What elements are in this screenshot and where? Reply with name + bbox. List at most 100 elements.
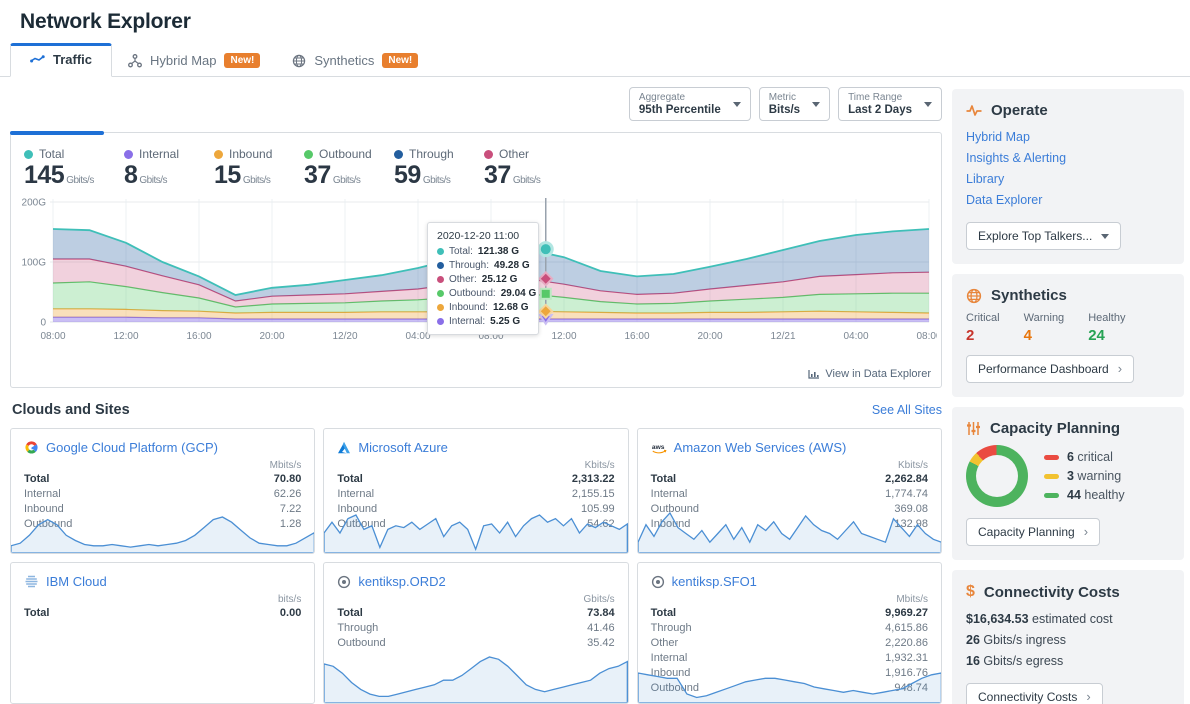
- azure-icon: [337, 441, 351, 454]
- metric-label: Total: [337, 473, 363, 485]
- site-card-unit: bits/s: [277, 594, 302, 605]
- operate-title: Operate: [966, 102, 1170, 119]
- series-value: 15 Gbits/s: [214, 161, 271, 189]
- svg-text:0: 0: [40, 318, 46, 329]
- series-color-dot: [124, 149, 133, 159]
- legend-item-top: Through: [394, 147, 474, 161]
- svg-text:aws: aws: [652, 443, 665, 450]
- active-subtab-indicator: [10, 131, 104, 135]
- legend-item-top: Total: [24, 147, 114, 161]
- network-explorer-page: Network Explorer Traffic Hybrid Map New! Sy…: [0, 10, 1190, 704]
- operate-link-hybrid-map[interactable]: Hybrid Map: [966, 130, 1030, 144]
- site-card-link[interactable]: Google Cloud Platform (GCP): [11, 429, 314, 457]
- operate-link-data-explorer[interactable]: Data Explorer: [966, 193, 1043, 207]
- svg-text:08:00: 08:00: [916, 331, 937, 342]
- view-in-data-explorer-link[interactable]: View in Data Explorer: [808, 368, 931, 380]
- metric-label: Total: [650, 607, 677, 619]
- dollar-icon: $: [966, 583, 975, 600]
- metric-label: Internal: [337, 488, 375, 500]
- main-content: Aggregate 95th Percentile Metric Bits/s Time…: [0, 77, 1190, 704]
- series-color-dot: [437, 262, 444, 269]
- operate-link-insights-alerting[interactable]: Insights & Alerting: [966, 151, 1067, 165]
- chevron-down-icon: [732, 101, 741, 107]
- costs-title: $ Connectivity Costs: [966, 583, 1120, 601]
- svg-text:04:00: 04:00: [843, 331, 868, 342]
- metric-value: 1.28: [279, 518, 302, 530]
- globe-icon: [966, 288, 982, 304]
- svg-text:08:00: 08:00: [478, 331, 503, 342]
- series-label: Inbound: [229, 147, 273, 161]
- aggregate-dropdown[interactable]: Aggregate 95th Percentile: [628, 87, 751, 121]
- explore-top-talkers-dropdown[interactable]: Explore Top Talkers...: [966, 222, 1122, 250]
- site-card-link[interactable]: Microsoft Azure: [324, 429, 627, 457]
- capacity-title: Capacity Planning: [966, 420, 1170, 437]
- metric-value: 2,220.86: [885, 637, 928, 649]
- site-card-metrics: Total 9,969.27 Through 4,615.86 Other 2,220.8…: [638, 606, 941, 696]
- metric-label: Outbound: [650, 503, 699, 515]
- metric-value: 105.99: [581, 503, 615, 515]
- traffic-chart[interactable]: 08:00 12:00 16:00 20:00 12/20 04:00 08:00 12:00…: [13, 194, 942, 351]
- tooltip-row: Inbound: 12.68 G: [437, 302, 529, 313]
- series-color-dot: [484, 149, 493, 159]
- dropdown-value: Bits/s: [768, 104, 801, 116]
- metric-value: 2,155.15: [571, 488, 615, 500]
- metric-value: 62.26: [273, 488, 302, 500]
- series-color-dot: [437, 248, 444, 255]
- metric-label: Internal: [650, 488, 688, 500]
- site-card-link[interactable]: kentiksp.SFO1: [638, 563, 941, 591]
- pulse-icon: [966, 104, 982, 117]
- series-unit: Gbits/s: [332, 175, 361, 186]
- site-card-link[interactable]: IBM Cloud: [11, 563, 314, 591]
- connectivity-costs-button[interactable]: Connectivity Costs ›: [966, 683, 1103, 704]
- legend-item-top: Other: [484, 147, 564, 161]
- metric-label: Outbound: [651, 681, 699, 696]
- performance-dashboard-button[interactable]: Performance Dashboard ›: [966, 355, 1135, 383]
- site-sparkline: [637, 669, 941, 703]
- dropdown-label: Time Range: [848, 92, 903, 103]
- cost-line: 26 Gbits/s ingress: [966, 633, 1067, 647]
- time-range-dropdown[interactable]: Time Range Last 2 Days: [838, 87, 942, 121]
- legend-item-other: Other 37 Gbits/s: [484, 147, 564, 190]
- site-card-link[interactable]: kentiksp.ORD2: [324, 563, 627, 591]
- metric-value: 4,615.86: [885, 622, 928, 634]
- tooltip-timestamp: 2020-12-20 11:00: [437, 230, 520, 242]
- operate-link-library[interactable]: Library: [966, 172, 1005, 186]
- synthetics-stat-critical: Critical 2: [966, 312, 1000, 344]
- chevron-down-icon: [1101, 233, 1110, 239]
- metric-value: 35.42: [587, 637, 615, 649]
- svg-text:100G: 100G: [22, 258, 47, 269]
- metric-dropdown[interactable]: Metric Bits/s: [758, 87, 831, 121]
- legend-item-top: Inbound: [214, 147, 294, 161]
- metric-label: Outbound: [337, 637, 386, 649]
- series-value: 8 Gbits/s: [124, 161, 168, 189]
- site-card-name: Microsoft Azure: [358, 440, 448, 455]
- metric-value: 70.80: [273, 473, 302, 485]
- metric-row: Total 2,313.22: [337, 472, 614, 487]
- metric-row: Internal 1,774.74: [651, 487, 928, 502]
- site-card-kentiksp-ord2: kentiksp.ORD2 Gbits/s Total 73.84 Through 41.…: [323, 562, 629, 704]
- hybrid-map-icon: [128, 53, 142, 68]
- see-all-sites-link[interactable]: See All Sites: [871, 403, 942, 417]
- tooltip-label: Other:: [449, 274, 477, 285]
- metric-value: 1,916.76: [885, 667, 928, 679]
- tooltip-label: Inbound:: [449, 302, 488, 313]
- legend-text: 3 warning: [1067, 469, 1122, 483]
- metric-label: Through: [337, 622, 379, 634]
- capacity-planning-button[interactable]: Capacity Planning ›: [966, 518, 1101, 546]
- tab-bar: Traffic Hybrid Map New! Synthetics New!: [0, 43, 1190, 77]
- metric-row: Inbound 7.22: [24, 502, 301, 517]
- site-card-unit: Gbits/s: [583, 594, 615, 605]
- tab-synthetics[interactable]: Synthetics New!: [276, 45, 434, 76]
- tab-traffic[interactable]: Traffic: [10, 43, 113, 77]
- series-value: 37 Gbits/s: [484, 161, 541, 189]
- metric-value: 0.00: [279, 607, 302, 619]
- tooltip-label: Total:: [449, 246, 473, 257]
- site-card-metrics: Total 0.00: [11, 606, 314, 621]
- series-unit: Gbits/s: [422, 175, 451, 186]
- tab-hybrid-map[interactable]: Hybrid Map New!: [112, 45, 276, 76]
- metric-row: Internal 62.26: [24, 487, 301, 502]
- site-card-link[interactable]: aws Amazon Web Services (AWS): [638, 429, 941, 457]
- operate-links: Hybrid Map Insights & Alerting Library Data…: [966, 127, 1170, 211]
- svg-text:12:00: 12:00: [551, 331, 576, 342]
- site-card-name: Amazon Web Services (AWS): [673, 440, 847, 455]
